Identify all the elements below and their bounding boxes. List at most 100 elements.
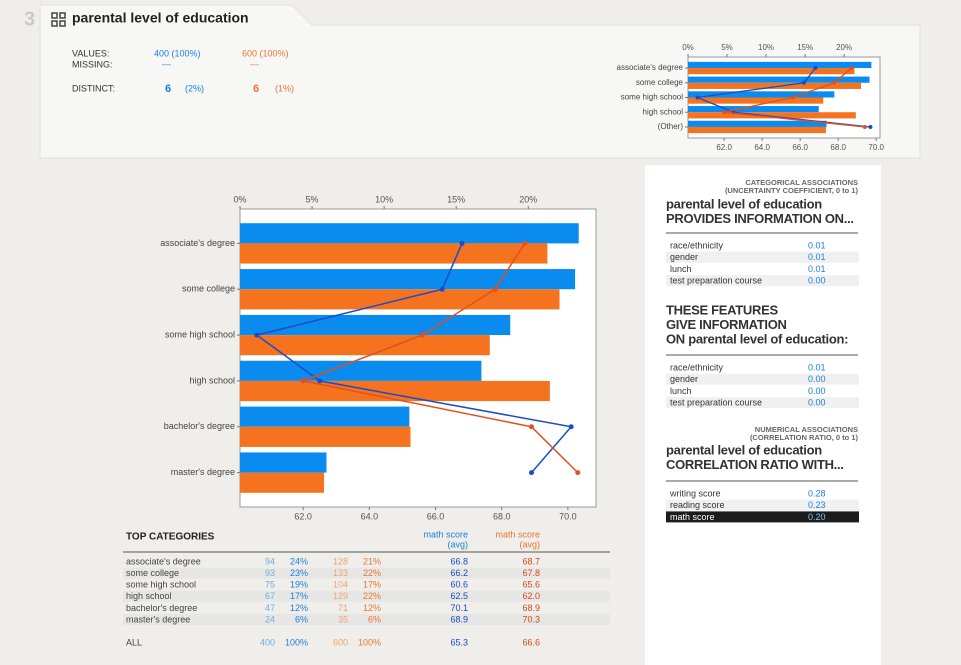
bar: [688, 61, 872, 69]
table-cell: 65.3: [450, 637, 468, 647]
bar: [688, 97, 824, 104]
bar: [688, 91, 835, 98]
category-name: some high school: [126, 580, 196, 590]
bar: [240, 243, 548, 264]
row-highlight: [666, 511, 859, 523]
x2-tick-label: 66.0: [792, 143, 808, 152]
row-shade: [666, 499, 859, 511]
y-tick-label: some high school: [165, 329, 235, 339]
table-cell: 93: [265, 568, 275, 578]
column-header: (avg): [447, 539, 468, 549]
row-shade: [666, 397, 859, 409]
assoc-feature: gender: [670, 252, 698, 262]
table-cell: 66.8: [450, 556, 468, 566]
assoc-value: 0.01: [808, 252, 826, 262]
score-point: [695, 95, 700, 100]
assoc-value: 0.01: [808, 362, 826, 372]
bar: [240, 314, 511, 336]
assoc-heading: ON parental level of education:: [666, 331, 848, 346]
table-cell: 133: [333, 568, 348, 578]
bar: [688, 112, 856, 119]
icon: [51, 12, 66, 27]
y-tick-label: (Other): [658, 122, 684, 131]
x2-tick-label: 68.0: [830, 143, 846, 152]
summary-value: 6: [253, 83, 259, 95]
table-cell: 62.0: [522, 591, 540, 601]
score-point: [439, 286, 445, 292]
assoc-heading: parental level of education: [666, 196, 822, 211]
x2-tick-label: 70.0: [868, 143, 884, 152]
category-name: some college: [126, 568, 179, 578]
table-cell: 68.7: [522, 556, 540, 566]
assoc-heading: THESE FEATURES: [666, 302, 778, 317]
bar: [688, 68, 855, 75]
table-cell: 6%: [368, 614, 381, 624]
table-cell: 12%: [290, 603, 308, 613]
table-cell: 19%: [290, 580, 308, 590]
score-point: [254, 332, 260, 338]
row-shade: [123, 614, 610, 625]
summary-label: MISSING:: [72, 59, 113, 69]
assoc-value: 0.20: [808, 512, 826, 522]
x-tick-label: 10%: [375, 194, 393, 204]
table-cell: 600: [333, 637, 348, 647]
table-cell: 128: [333, 556, 348, 566]
x2-tick-label: 62.0: [716, 143, 732, 152]
score-point: [492, 286, 498, 292]
bar: [240, 269, 576, 290]
table-cell: 24: [265, 614, 275, 624]
section-number: 3: [24, 8, 35, 30]
assoc-value: 0.28: [808, 488, 826, 498]
assoc-value: 0.01: [808, 264, 826, 274]
assoc-feature: writing score: [669, 488, 721, 498]
bar: [240, 380, 550, 402]
table-cell: 75: [265, 580, 275, 590]
table-cell: 94: [265, 556, 275, 566]
column-header: (avg): [519, 539, 540, 549]
table-title: TOP CATEGORIES: [126, 532, 215, 543]
column-header: math score: [495, 529, 540, 539]
y-tick-label: master's degree: [171, 467, 235, 477]
table-cell: 47: [265, 603, 275, 613]
table-cell: 400: [260, 637, 275, 647]
score-point: [528, 470, 534, 476]
score-point: [317, 378, 323, 384]
assoc-title: CATEGORICAL ASSOCIATIONS: [745, 178, 858, 187]
table-cell: 67: [265, 591, 275, 601]
summary-value: 400 (100%): [154, 48, 201, 58]
assoc-value: 0.23: [808, 500, 826, 510]
row-shade: [666, 373, 859, 385]
summary-value: 600 (100%): [242, 48, 289, 58]
summary-value: 6: [165, 83, 171, 95]
assoc-feature: test preparation course: [670, 397, 762, 407]
assoc-value: 0.00: [808, 397, 826, 407]
bar: [688, 82, 862, 89]
y-tick-label: some high school: [621, 93, 683, 102]
score-point: [568, 424, 574, 430]
bar: [240, 360, 482, 381]
assoc-title: (UNCERTAINTY COEFFICIENT, 0 to 1): [725, 186, 859, 195]
x-tick-label: 15%: [797, 43, 813, 52]
x2-tick-label: 62.0: [294, 511, 312, 521]
y-tick-label: high school: [643, 107, 684, 116]
assoc-value: 0.00: [808, 386, 826, 396]
table-cell: 62.5: [450, 591, 468, 601]
assoc-feature: race/ethnicity: [670, 362, 724, 372]
score-line: [300, 242, 579, 474]
x2-tick-label: 64.0: [361, 511, 379, 521]
assoc-feature: math score: [670, 512, 715, 522]
assoc-value: 0.01: [808, 240, 826, 250]
table-cell: 22%: [363, 591, 381, 601]
row-shade: [666, 275, 859, 287]
summary-value: (2%): [185, 83, 204, 93]
table-cell: 60.6: [450, 580, 468, 590]
table-cell: 35: [338, 614, 348, 624]
bar: [688, 120, 827, 127]
table-cell: 66.6: [522, 637, 540, 647]
bar: [688, 76, 870, 83]
assoc-value: 0.00: [808, 275, 826, 285]
x-tick-label: 0%: [233, 194, 246, 204]
column-header: math score: [423, 529, 468, 539]
associations-panel: [645, 165, 881, 665]
assoc-feature: gender: [670, 374, 698, 384]
